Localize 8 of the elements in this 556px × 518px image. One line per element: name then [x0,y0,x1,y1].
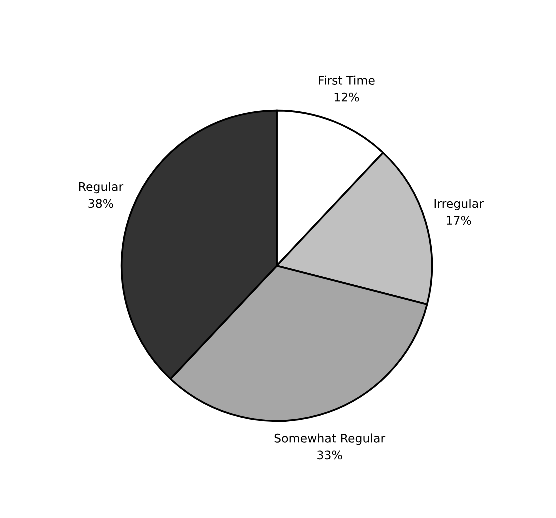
slice-label: First Time [319,76,375,85]
slice-label: Irregular [434,199,484,210]
data-label: 12% [334,92,360,102]
data-label: 17% [447,216,472,226]
slice-label: Regular [79,182,124,194]
slice-label: Somewhat Regular [274,434,386,446]
data-label: 38% [88,199,114,208]
data-label: 33% [318,450,342,460]
